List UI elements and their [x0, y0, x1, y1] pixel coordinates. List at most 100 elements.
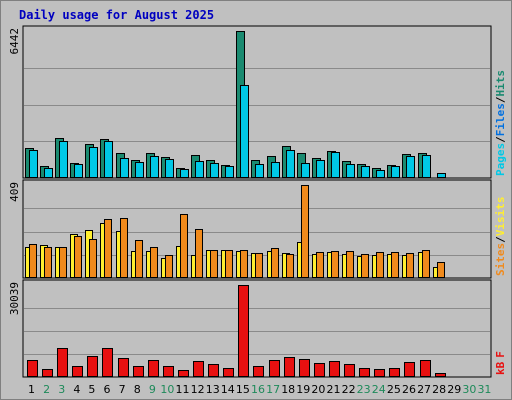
bar-sites-day-3: [59, 247, 67, 278]
bar-sites-day-7: [120, 218, 128, 278]
bar-kb-f-day-13: [208, 364, 219, 377]
legend-part: Pages: [494, 143, 507, 176]
x-tick-label: 30: [462, 383, 476, 396]
bar-kb-f-day-23: [359, 368, 370, 377]
bar-pages-day-27: [422, 155, 431, 178]
y-max-label: 6442: [8, 28, 21, 55]
legend-part: /: [494, 236, 507, 243]
bar-pages-day-22: [346, 164, 355, 178]
bar-kb-f-day-12: [193, 361, 204, 377]
bar-kb-f-day-20: [314, 363, 325, 377]
x-tick-label: 6: [104, 383, 111, 396]
bar-kb-f-day-19: [299, 359, 310, 377]
x-tick-label: 8: [134, 383, 141, 396]
bar-sites-day-28: [437, 262, 445, 278]
x-tick-label: 22: [342, 383, 356, 396]
y-max-label: 30039: [8, 282, 21, 315]
x-tick-label: 29: [447, 383, 461, 396]
x-tick-label: 7: [119, 383, 126, 396]
bar-sites-day-19: [301, 185, 309, 278]
bar-pages-day-1: [29, 150, 38, 178]
bar-sites-day-22: [346, 251, 354, 278]
bar-pages-day-4: [74, 164, 83, 178]
x-tick-label: 20: [311, 383, 325, 396]
series-legend-label: Pages/Files/Hits: [494, 70, 507, 176]
bar-sites-day-10: [165, 255, 173, 278]
x-tick-label: 21: [326, 383, 340, 396]
bar-kb-f-day-24: [374, 369, 385, 377]
bar-kb-f-day-10: [163, 366, 174, 377]
x-tick-label: 17: [266, 383, 280, 396]
bar-kb-f-day-11: [178, 370, 189, 377]
bar-pages-day-15: [240, 85, 249, 178]
bar-sites-day-15: [240, 250, 248, 278]
bar-kb-f-day-25: [389, 368, 400, 377]
bar-sites-day-13: [210, 250, 218, 278]
plot-area: [22, 279, 492, 378]
bar-pages-day-17: [271, 162, 280, 178]
bar-sites-day-21: [331, 251, 339, 278]
bar-pages-day-5: [89, 147, 98, 178]
bar-sites-day-12: [195, 229, 203, 278]
bar-sites-day-18: [286, 254, 294, 278]
x-tick-label: 18: [281, 383, 295, 396]
bar-kb-f-day-16: [253, 366, 264, 377]
legend-part: Sites: [494, 243, 507, 276]
panel-kbytes: 30039 kB F: [8, 279, 507, 378]
bar-sites-day-17: [271, 248, 279, 278]
bar-sites-day-9: [150, 247, 158, 278]
bar-pages-day-13: [210, 163, 219, 178]
x-tick-label: 24: [372, 383, 386, 396]
legend-part: Files: [494, 103, 507, 136]
bar-pages-day-18: [286, 150, 295, 178]
series-legend-label: Sites/Visits: [494, 197, 507, 277]
bar-sites-day-4: [74, 236, 82, 278]
bar-pages-day-10: [165, 159, 174, 178]
bar-kb-f-day-26: [404, 362, 415, 377]
legend-part: Hits: [494, 70, 507, 97]
bar-sites-day-24: [376, 252, 384, 278]
panel-hits: 6442 Pages/Files/Hits: [8, 25, 507, 179]
series-legend-label: kB F: [494, 351, 507, 375]
bar-kb-f-day-9: [148, 360, 159, 377]
x-tick-label: 26: [402, 383, 416, 396]
x-tick-label: 3: [58, 383, 65, 396]
x-tick-label: 2: [43, 383, 50, 396]
bar-pages-day-20: [316, 160, 325, 178]
x-tick-label: 5: [88, 383, 95, 396]
bar-kb-f-day-21: [329, 361, 340, 377]
x-tick-label: 19: [296, 383, 310, 396]
bar-sites-day-1: [29, 244, 37, 278]
bar-kb-f-day-6: [102, 348, 113, 377]
bar-kb-f-day-14: [223, 368, 234, 377]
bar-sites-day-5: [89, 239, 97, 278]
x-tick-label: 14: [221, 383, 235, 396]
bar-pages-day-16: [255, 164, 264, 178]
bar-pages-day-6: [104, 141, 113, 178]
bar-pages-day-9: [150, 156, 159, 178]
x-tick-label: 11: [176, 383, 190, 396]
bar-sites-day-2: [44, 247, 52, 278]
bar-sites-day-26: [406, 253, 414, 278]
bar-sites-day-6: [104, 219, 112, 278]
x-tick-label: 23: [357, 383, 371, 396]
bar-sites-day-8: [135, 240, 143, 278]
bar-kb-f-day-3: [57, 348, 68, 377]
legend-part: Visits: [494, 197, 507, 237]
bar-kb-f-day-17: [269, 360, 280, 377]
bar-pages-day-14: [225, 166, 234, 178]
x-tick-label: 31: [477, 383, 491, 396]
x-tick-label: 16: [251, 383, 265, 396]
x-axis-labels: 1 2 3 4 5 6 7 8 9 10 11 12 13 14 15 16 17 18 19 20 21 22 23 24 2…: [28, 383, 491, 396]
bar-sites-day-16: [255, 253, 263, 278]
bar-pages-day-3: [59, 141, 68, 178]
chart-title: Daily usage for August 2025: [19, 8, 214, 22]
bar-kb-f-day-2: [42, 369, 53, 377]
bar-pages-day-11: [180, 169, 189, 178]
bar-kb-f-day-15: [238, 285, 249, 377]
bar-pages-day-2: [44, 168, 53, 178]
bar-pages-day-8: [135, 162, 144, 178]
panel-visits: 409 Sites/Visits: [8, 179, 507, 279]
x-tick-label: 15: [236, 383, 250, 396]
